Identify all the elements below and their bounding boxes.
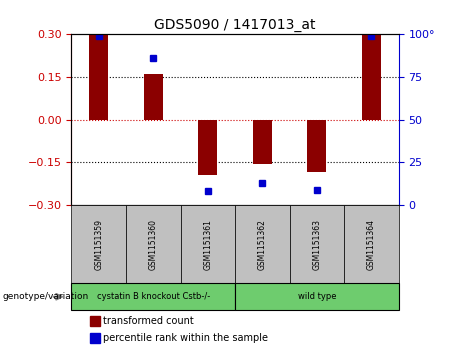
Bar: [253, 120, 272, 164]
Text: GSM1151362: GSM1151362: [258, 219, 267, 270]
Bar: [362, 34, 381, 120]
Bar: [198, 120, 218, 175]
Text: wild type: wild type: [298, 292, 336, 301]
Text: cystatin B knockout Cstb-/-: cystatin B knockout Cstb-/-: [97, 292, 210, 301]
Text: GSM1151363: GSM1151363: [313, 219, 321, 270]
Title: GDS5090 / 1417013_at: GDS5090 / 1417013_at: [154, 18, 316, 32]
Text: GSM1151360: GSM1151360: [149, 219, 158, 270]
Text: GSM1151364: GSM1151364: [367, 219, 376, 270]
Text: GSM1151359: GSM1151359: [94, 219, 103, 270]
Bar: [89, 34, 108, 120]
Text: genotype/variation: genotype/variation: [2, 292, 89, 301]
Bar: [144, 74, 163, 120]
Text: transformed count: transformed count: [103, 316, 194, 326]
Text: percentile rank within the sample: percentile rank within the sample: [103, 333, 268, 343]
Text: GSM1151361: GSM1151361: [203, 219, 213, 270]
Bar: [307, 120, 326, 172]
